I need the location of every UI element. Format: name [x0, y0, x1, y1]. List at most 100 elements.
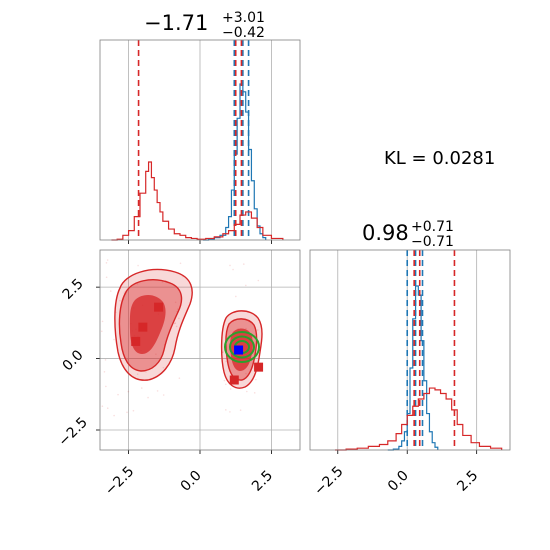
joint-sample-point	[229, 411, 231, 413]
marginal-2-title-minus: −0.71	[411, 234, 454, 250]
joint-panel: −2.5 0.0 2.5 2.5 0.0 −2.5	[55, 249, 301, 499]
joint-sample-point	[105, 262, 108, 264]
kl-annotation: KL = 0.0281	[384, 148, 495, 169]
joint-ytick-label-0: 2.5	[60, 276, 87, 303]
joint-sample-point	[179, 262, 182, 265]
joint-xtick-label-0: −2.5	[102, 463, 137, 498]
joint-red-square-marker-4	[254, 362, 264, 372]
marginal-2-title-median: 0.98	[362, 221, 409, 245]
joint-sample-point	[175, 325, 178, 328]
joint-sample-point	[229, 264, 231, 267]
joint-sample-point	[223, 379, 226, 382]
marginal-1-histograms	[111, 40, 284, 241]
marginal-1-title-median: −1.71	[144, 11, 208, 35]
joint-sample-point	[132, 409, 135, 412]
marginal-1-title-plus: +3.01	[222, 10, 265, 26]
joint-red-square-marker-0	[138, 322, 148, 332]
joint-sample-point	[173, 322, 176, 325]
joint-sample-point	[253, 392, 256, 394]
joint-grid	[100, 250, 300, 450]
joint-sample-point	[239, 409, 242, 411]
joint-sample-point	[145, 371, 147, 373]
joint-sample-point	[109, 290, 112, 292]
joint-sample-point	[105, 385, 107, 388]
joint-sample-point	[225, 360, 228, 363]
marginal-panel-parameter-2: −2.5 0.0 2.5 0.98 +0.71 −0.71	[309, 219, 511, 499]
joint-sample-point	[255, 378, 257, 381]
joint-sample-point	[162, 366, 165, 369]
joint-sample-point	[113, 414, 115, 417]
joint-sample-point	[229, 388, 232, 390]
joint-sample-point	[224, 383, 227, 386]
joint-sample-point	[256, 329, 259, 331]
joint-sample-point	[178, 377, 181, 380]
joint-sample-point	[232, 268, 234, 271]
joint-sample-point	[136, 283, 139, 285]
marginal-1-title-minus: −0.42	[222, 25, 265, 41]
marginal-2-histograms	[335, 250, 503, 451]
joint-sample-point	[156, 390, 159, 392]
joint-sample-point	[257, 279, 260, 282]
joint-sample-point	[225, 409, 227, 411]
joint-red-square-marker-2	[131, 336, 141, 346]
joint-sample-point	[174, 322, 177, 324]
marginal-1-histogram-series-1	[111, 161, 284, 241]
joint-sample-point	[242, 263, 245, 265]
joint-frame	[99, 249, 301, 451]
joint-red-square-marker-1	[154, 302, 164, 312]
joint-xtick-label-1: 0.0	[178, 468, 205, 495]
marginal-1-frame	[99, 39, 301, 241]
joint-sample-point	[103, 370, 106, 373]
joint-sample-point	[222, 351, 224, 353]
marginal-2-frame	[309, 249, 511, 451]
joint-sample-point	[174, 301, 177, 304]
joint-sample-point	[147, 396, 149, 399]
green-contour-outer	[224, 331, 260, 363]
joint-sample-point	[245, 372, 247, 375]
joint-sample-point	[106, 407, 109, 410]
joint-sample-point	[101, 320, 104, 323]
joint-sample-point	[137, 264, 139, 267]
joint-sample-point	[104, 359, 107, 361]
joint-xtick-label-2: 2.5	[249, 468, 276, 495]
joint-ytick-label-2: −2.5	[55, 414, 90, 449]
joint-sample-point	[126, 411, 128, 414]
marginal-2-histogram-series-1	[335, 387, 503, 451]
marginal-2-xtick-label-1: 0.0	[385, 468, 412, 495]
joint-sample-point	[101, 405, 104, 407]
marginal-2-xtick-label-0: −2.5	[311, 463, 346, 498]
joint-sample-point	[234, 295, 237, 298]
marginal-2-ticks: −2.5 0.0 2.5	[311, 450, 481, 499]
joint-sample-point	[105, 276, 108, 279]
joint-sample-point	[162, 394, 165, 396]
joint-sample-point	[246, 390, 248, 393]
marginal-2-histogram-series-0	[387, 285, 439, 451]
joint-sample-point	[117, 393, 119, 396]
joint-sample-point	[101, 330, 103, 333]
joint-blue-square-marker	[234, 345, 244, 355]
joint-red-square-marker-3	[229, 375, 239, 385]
joint-sample-point	[136, 373, 139, 376]
green-contour-mid	[229, 335, 255, 359]
joint-sample-point	[127, 390, 130, 393]
joint-sample-point	[113, 338, 115, 341]
joint-sample-point	[106, 259, 109, 261]
joint-sample-point	[126, 358, 129, 361]
marginal-2-xtick-label-2: 2.5	[454, 468, 481, 495]
joint-sample-point	[245, 327, 247, 330]
marginal-1-grid	[128, 40, 272, 240]
joint-sample-point	[155, 353, 157, 356]
joint-sample-point	[176, 308, 179, 310]
joint-sample-point	[244, 284, 247, 287]
joint-red-contours-left	[114, 268, 193, 381]
joint-markers	[131, 302, 264, 385]
joint-sample-point	[178, 317, 180, 320]
marginal-1-ticks	[128, 240, 272, 244]
marginal-2-title-plus: +0.71	[411, 219, 454, 235]
marginal-panel-parameter-1: −1.71 +3.01 −0.42	[99, 10, 301, 244]
joint-sample-point	[119, 299, 121, 302]
joint-sample-point	[140, 387, 143, 389]
joint-sample-point	[161, 281, 164, 283]
joint-ytick-label-1: 0.0	[60, 347, 87, 374]
